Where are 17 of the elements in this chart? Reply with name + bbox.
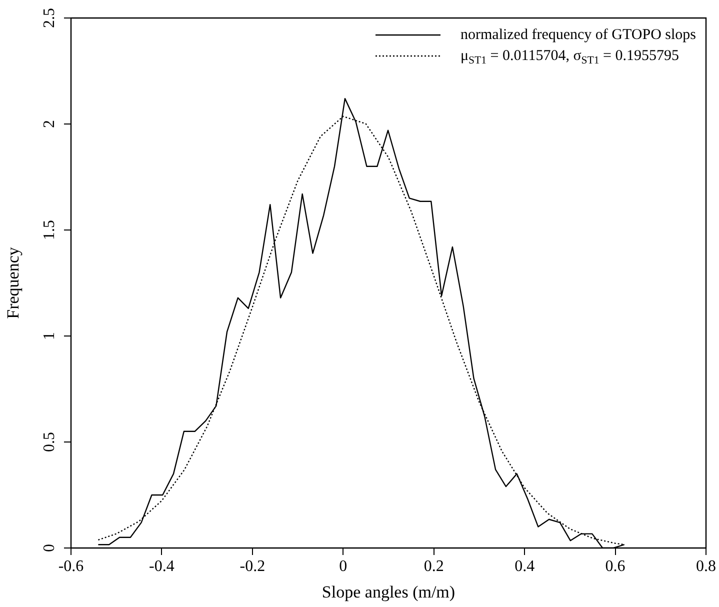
y-tick-label: 2.5 <box>41 8 58 28</box>
y-tick-label: 1 <box>41 332 58 340</box>
x-axis-title: Slope angles (m/m) <box>322 582 456 602</box>
x-tick-label: 0.6 <box>605 558 626 575</box>
y-tick-label: 1.5 <box>41 220 58 240</box>
x-tick-label: 0 <box>339 558 348 575</box>
x-tick-label: 0.2 <box>424 558 444 575</box>
x-tick-label: -0.4 <box>149 558 174 575</box>
y-axis-title: Frequency <box>4 246 23 319</box>
y-tick-label: 2 <box>41 120 58 128</box>
legend-label: normalized frequency of GTOPO slops <box>460 26 696 43</box>
x-tick-label: -0.2 <box>240 558 266 575</box>
x-tick-label: 0.8 <box>696 558 716 575</box>
y-tick-label: 0.5 <box>41 432 58 452</box>
x-tick-label: -0.6 <box>58 558 84 575</box>
y-tick-label: 0 <box>41 544 58 552</box>
x-tick-label: 0.4 <box>514 558 535 575</box>
